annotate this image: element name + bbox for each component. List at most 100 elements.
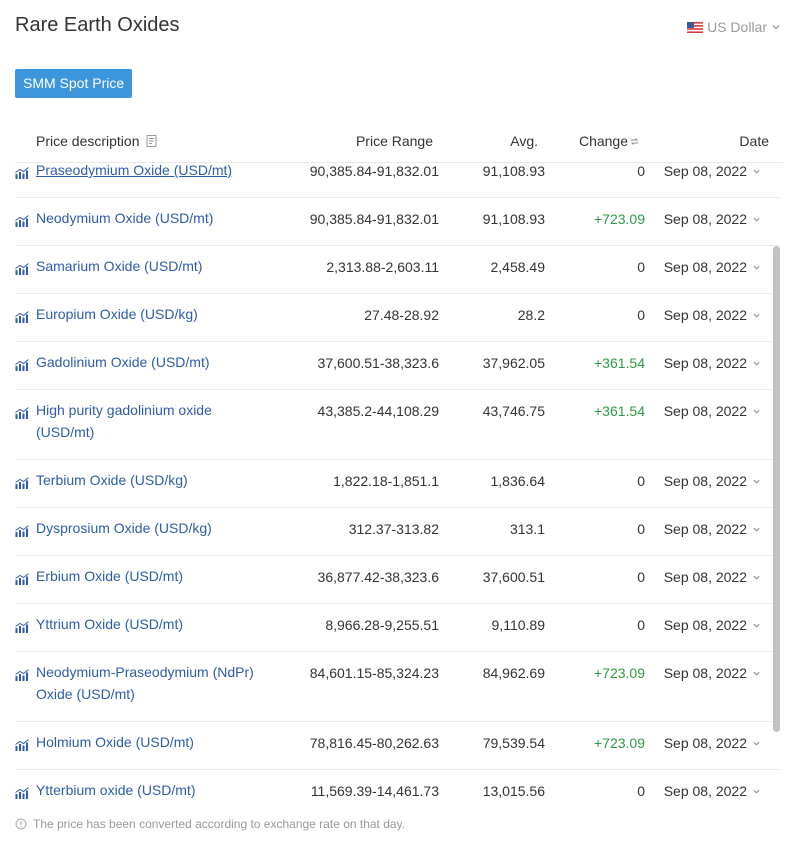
date-selector[interactable]: Sep 08, 2022	[664, 783, 761, 799]
chevron-down-icon	[752, 783, 761, 799]
table-row[interactable]: Neodymium-Praseodymium (NdPr) Oxide (USD…	[15, 652, 781, 722]
chart-icon[interactable]	[15, 476, 29, 489]
product-name-link[interactable]: Neodymium-Praseodymium (NdPr) Oxide (USD…	[36, 664, 254, 702]
date-selector[interactable]: Sep 08, 2022	[664, 355, 761, 371]
table-row[interactable]: Holmium Oxide (USD/mt) 78,816.45-80,262.6…	[15, 722, 781, 770]
avg-price: 79,539.54	[482, 735, 545, 751]
date-selector[interactable]: Sep 08, 2022	[664, 259, 761, 275]
chart-icon[interactable]	[15, 668, 29, 681]
column-header-change[interactable]: Change	[579, 133, 639, 149]
product-name-link[interactable]: Praseodymium Oxide (USD/mt)	[36, 162, 233, 178]
us-flag-icon	[687, 21, 704, 33]
date-label: Sep 08, 2022	[663, 259, 747, 275]
column-header-change-label: Change	[578, 133, 628, 149]
price-change: 0	[637, 259, 645, 275]
chevron-down-icon	[752, 665, 761, 681]
product-name-link[interactable]: Holmium Oxide (USD/mt)	[36, 734, 194, 750]
chevron-down-icon	[752, 735, 761, 751]
chevron-down-icon	[752, 403, 761, 419]
footnote: The price has been converted according t…	[15, 817, 405, 831]
date-selector[interactable]: Sep 08, 2022	[664, 735, 761, 751]
date-selector[interactable]: Sep 08, 2022	[664, 473, 761, 489]
table-row[interactable]: Terbium Oxide (USD/kg) 1,822.18-1,851.1 1,…	[15, 460, 781, 508]
chart-icon[interactable]	[15, 166, 29, 179]
chart-icon[interactable]	[15, 262, 29, 275]
price-range: 1,822.18-1,851.1	[333, 473, 439, 489]
avg-price: 28.2	[517, 307, 545, 323]
date-label: Sep 08, 2022	[663, 783, 747, 799]
table-row[interactable]: High purity gadolinium oxide (USD/mt) 43,…	[15, 390, 781, 460]
table-row[interactable]: Erbium Oxide (USD/mt) 36,877.42-38,323.6 3…	[15, 556, 781, 604]
product-name-link[interactable]: Yttrium Oxide (USD/mt)	[36, 616, 184, 632]
product-name-link[interactable]: Gadolinium Oxide (USD/mt)	[36, 354, 210, 370]
chevron-down-icon	[752, 617, 761, 633]
price-range: 43,385.2-44,108.29	[317, 403, 439, 419]
product-name-link[interactable]: Dysprosium Oxide (USD/kg)	[36, 520, 212, 536]
date-selector[interactable]: Sep 08, 2022	[664, 617, 761, 633]
smm-spot-price-tab[interactable]: SMM Spot Price	[15, 69, 133, 98]
table-row[interactable]: Neodymium Oxide (USD/mt) 90,385.84-91,832…	[15, 198, 781, 246]
price-change: 0	[637, 783, 645, 799]
chevron-down-icon	[752, 259, 761, 275]
price-range: 2,313.88-2,603.11	[326, 259, 439, 275]
product-name-link[interactable]: Erbium Oxide (USD/mt)	[36, 568, 184, 584]
chart-icon[interactable]	[15, 786, 29, 799]
column-header-range: Price Range	[355, 133, 433, 149]
date-label: Sep 08, 2022	[663, 355, 747, 371]
product-name-link[interactable]: High purity gadolinium oxide (USD/mt)	[36, 402, 212, 440]
price-change: 0	[637, 521, 645, 537]
product-name-link[interactable]: Samarium Oxide (USD/mt)	[36, 258, 203, 274]
price-range: 90,385.84-91,832.01	[309, 211, 439, 227]
date-selector[interactable]: Sep 08, 2022	[664, 569, 761, 585]
price-range: 27.48-28.92	[364, 307, 439, 323]
date-label: Sep 08, 2022	[663, 307, 747, 323]
chevron-down-icon	[752, 163, 761, 179]
price-range: 36,877.42-38,323.6	[317, 569, 439, 585]
product-name-link[interactable]: Neodymium Oxide (USD/mt)	[36, 210, 214, 226]
table-row[interactable]: Europium Oxide (USD/kg) 27.48-28.92 28.2 0 S…	[15, 294, 781, 342]
chevron-down-icon	[772, 25, 780, 30]
price-range: 8,966.28-9,255.51	[325, 617, 439, 633]
product-name-link[interactable]: Ytterbium oxide (USD/mt)	[36, 782, 196, 798]
document-icon[interactable]	[146, 135, 157, 147]
chart-icon[interactable]	[15, 738, 29, 751]
date-selector[interactable]: Sep 08, 2022	[664, 307, 761, 323]
price-change: 0	[637, 307, 645, 323]
currency-selector[interactable]: US Dollar	[687, 19, 781, 35]
chart-icon[interactable]	[15, 406, 29, 419]
product-name-link[interactable]: Europium Oxide (USD/kg)	[36, 306, 198, 322]
chart-icon[interactable]	[15, 358, 29, 371]
chart-icon[interactable]	[15, 214, 29, 227]
price-list[interactable]: Praseodymium Oxide (USD/mt) 90,385.84-91,…	[15, 162, 781, 802]
scrollbar-thumb[interactable]	[773, 246, 780, 732]
table-row[interactable]: Dysprosium Oxide (USD/kg) 312.37-313.82 31…	[15, 508, 781, 556]
currency-label: US Dollar	[707, 19, 767, 35]
date-selector[interactable]: Sep 08, 2022	[664, 665, 761, 681]
chart-icon[interactable]	[15, 310, 29, 323]
avg-price: 2,458.49	[490, 259, 546, 275]
date-selector[interactable]: Sep 08, 2022	[664, 211, 761, 227]
info-icon	[15, 818, 27, 830]
date-selector[interactable]: Sep 08, 2022	[664, 163, 761, 179]
date-label: Sep 08, 2022	[663, 163, 747, 179]
swap-icon[interactable]	[630, 137, 639, 146]
product-name-link[interactable]: Terbium Oxide (USD/kg)	[36, 472, 188, 488]
chart-icon[interactable]	[15, 572, 29, 585]
price-range: 78,816.45-80,262.63	[309, 735, 439, 751]
chart-icon[interactable]	[15, 524, 29, 537]
price-change: +723.09	[594, 211, 645, 227]
table-row[interactable]: Ytterbium oxide (USD/mt) 11,569.39-14,461…	[15, 770, 781, 802]
chart-icon[interactable]	[15, 620, 29, 633]
table-row[interactable]: Yttrium Oxide (USD/mt) 8,966.28-9,255.51 9…	[15, 604, 781, 652]
date-selector[interactable]: Sep 08, 2022	[664, 521, 761, 537]
date-label: Sep 08, 2022	[663, 521, 747, 537]
avg-price: 9,110.89	[491, 617, 545, 633]
price-range: 11,569.39-14,461.73	[310, 783, 439, 799]
table-row[interactable]: Gadolinium Oxide (USD/mt) 37,600.51-38,32…	[15, 342, 781, 390]
table-row[interactable]: Praseodymium Oxide (USD/mt) 90,385.84-91,…	[15, 162, 781, 198]
price-change: 0	[637, 473, 645, 489]
date-selector[interactable]: Sep 08, 2022	[664, 403, 761, 419]
avg-price: 1,836.64	[490, 473, 546, 489]
table-row[interactable]: Samarium Oxide (USD/mt) 2,313.88-2,603.11…	[15, 246, 781, 294]
chevron-down-icon	[752, 473, 761, 489]
